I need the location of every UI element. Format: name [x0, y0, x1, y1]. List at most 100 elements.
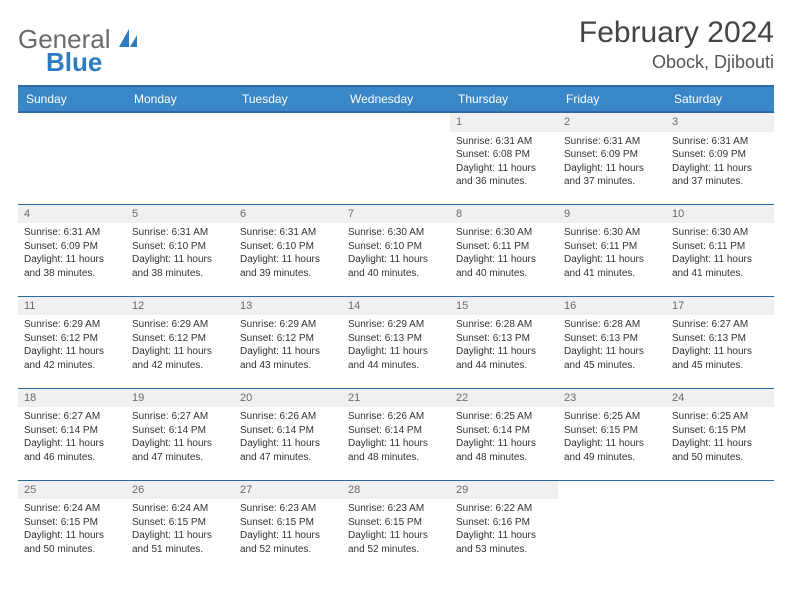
logo-word-blue: Blue [18, 47, 102, 78]
sunset-text: Sunset: 6:10 PM [348, 240, 444, 254]
calendar-day-cell: 29Sunrise: 6:22 AMSunset: 6:16 PMDayligh… [450, 480, 558, 572]
calendar-week-row: 11Sunrise: 6:29 AMSunset: 6:12 PMDayligh… [18, 296, 774, 388]
day-number: 19 [126, 389, 234, 408]
daylight-text: Daylight: 11 hours and 44 minutes. [456, 345, 552, 372]
sunset-text: Sunset: 6:15 PM [132, 516, 228, 530]
sunrise-text: Sunrise: 6:29 AM [132, 318, 228, 332]
daylight-text: Daylight: 11 hours and 44 minutes. [348, 345, 444, 372]
day-header: Wednesday [342, 86, 450, 112]
sunrise-text: Sunrise: 6:30 AM [456, 226, 552, 240]
calendar-body: 1Sunrise: 6:31 AMSunset: 6:08 PMDaylight… [18, 112, 774, 572]
calendar-day-cell: 7Sunrise: 6:30 AMSunset: 6:10 PMDaylight… [342, 204, 450, 296]
day-number: 23 [558, 389, 666, 408]
day-number: 14 [342, 297, 450, 316]
sunrise-text: Sunrise: 6:24 AM [24, 502, 120, 516]
daylight-text: Daylight: 11 hours and 52 minutes. [348, 529, 444, 556]
day-number: 15 [450, 297, 558, 316]
day-details: Sunrise: 6:30 AMSunset: 6:11 PMDaylight:… [666, 223, 774, 284]
day-number: 11 [18, 297, 126, 316]
day-number: 21 [342, 389, 450, 408]
day-number: 24 [666, 389, 774, 408]
day-details: Sunrise: 6:26 AMSunset: 6:14 PMDaylight:… [234, 407, 342, 468]
day-number: 28 [342, 481, 450, 500]
calendar-day-cell: 19Sunrise: 6:27 AMSunset: 6:14 PMDayligh… [126, 388, 234, 480]
day-details: Sunrise: 6:29 AMSunset: 6:12 PMDaylight:… [18, 315, 126, 376]
day-header: Sunday [18, 86, 126, 112]
calendar-day-cell: 20Sunrise: 6:26 AMSunset: 6:14 PMDayligh… [234, 388, 342, 480]
calendar-day-cell: 8Sunrise: 6:30 AMSunset: 6:11 PMDaylight… [450, 204, 558, 296]
daylight-text: Daylight: 11 hours and 51 minutes. [132, 529, 228, 556]
day-number: 10 [666, 205, 774, 224]
day-details: Sunrise: 6:29 AMSunset: 6:13 PMDaylight:… [342, 315, 450, 376]
sunrise-text: Sunrise: 6:27 AM [24, 410, 120, 424]
calendar-day-cell [126, 112, 234, 204]
calendar-header-row: SundayMondayTuesdayWednesdayThursdayFrid… [18, 86, 774, 112]
month-title: February 2024 [579, 16, 774, 50]
sunset-text: Sunset: 6:09 PM [564, 148, 660, 162]
day-number: 27 [234, 481, 342, 500]
calendar-day-cell: 4Sunrise: 6:31 AMSunset: 6:09 PMDaylight… [18, 204, 126, 296]
day-details: Sunrise: 6:27 AMSunset: 6:13 PMDaylight:… [666, 315, 774, 376]
calendar-day-cell: 3Sunrise: 6:31 AMSunset: 6:09 PMDaylight… [666, 112, 774, 204]
day-details: Sunrise: 6:27 AMSunset: 6:14 PMDaylight:… [126, 407, 234, 468]
calendar-day-cell: 14Sunrise: 6:29 AMSunset: 6:13 PMDayligh… [342, 296, 450, 388]
sunrise-text: Sunrise: 6:23 AM [240, 502, 336, 516]
daylight-text: Daylight: 11 hours and 45 minutes. [564, 345, 660, 372]
daylight-text: Daylight: 11 hours and 42 minutes. [24, 345, 120, 372]
sunset-text: Sunset: 6:11 PM [564, 240, 660, 254]
day-details: Sunrise: 6:31 AMSunset: 6:09 PMDaylight:… [18, 223, 126, 284]
day-details: Sunrise: 6:29 AMSunset: 6:12 PMDaylight:… [234, 315, 342, 376]
day-number: 12 [126, 297, 234, 316]
day-number: 29 [450, 481, 558, 500]
day-header: Thursday [450, 86, 558, 112]
day-number: 5 [126, 205, 234, 224]
day-details: Sunrise: 6:26 AMSunset: 6:14 PMDaylight:… [342, 407, 450, 468]
logo-sail-icon [117, 27, 139, 54]
sunrise-text: Sunrise: 6:31 AM [240, 226, 336, 240]
daylight-text: Daylight: 11 hours and 43 minutes. [240, 345, 336, 372]
sunset-text: Sunset: 6:14 PM [456, 424, 552, 438]
day-details: Sunrise: 6:30 AMSunset: 6:11 PMDaylight:… [450, 223, 558, 284]
daylight-text: Daylight: 11 hours and 38 minutes. [24, 253, 120, 280]
calendar-day-cell: 9Sunrise: 6:30 AMSunset: 6:11 PMDaylight… [558, 204, 666, 296]
sunset-text: Sunset: 6:11 PM [456, 240, 552, 254]
day-details: Sunrise: 6:31 AMSunset: 6:10 PMDaylight:… [126, 223, 234, 284]
calendar-day-cell: 10Sunrise: 6:30 AMSunset: 6:11 PMDayligh… [666, 204, 774, 296]
sunrise-text: Sunrise: 6:30 AM [564, 226, 660, 240]
day-number: 17 [666, 297, 774, 316]
calendar-day-cell: 11Sunrise: 6:29 AMSunset: 6:12 PMDayligh… [18, 296, 126, 388]
day-header: Saturday [666, 86, 774, 112]
day-number: 7 [342, 205, 450, 224]
calendar-day-cell: 15Sunrise: 6:28 AMSunset: 6:13 PMDayligh… [450, 296, 558, 388]
daylight-text: Daylight: 11 hours and 40 minutes. [348, 253, 444, 280]
day-details: Sunrise: 6:31 AMSunset: 6:10 PMDaylight:… [234, 223, 342, 284]
sunrise-text: Sunrise: 6:23 AM [348, 502, 444, 516]
daylight-text: Daylight: 11 hours and 45 minutes. [672, 345, 768, 372]
daylight-text: Daylight: 11 hours and 53 minutes. [456, 529, 552, 556]
calendar-day-cell [18, 112, 126, 204]
daylight-text: Daylight: 11 hours and 36 minutes. [456, 162, 552, 189]
sunrise-text: Sunrise: 6:30 AM [672, 226, 768, 240]
day-details: Sunrise: 6:29 AMSunset: 6:12 PMDaylight:… [126, 315, 234, 376]
calendar-day-cell: 6Sunrise: 6:31 AMSunset: 6:10 PMDaylight… [234, 204, 342, 296]
daylight-text: Daylight: 11 hours and 52 minutes. [240, 529, 336, 556]
day-header: Monday [126, 86, 234, 112]
sunset-text: Sunset: 6:08 PM [456, 148, 552, 162]
daylight-text: Daylight: 11 hours and 48 minutes. [348, 437, 444, 464]
calendar-day-cell: 21Sunrise: 6:26 AMSunset: 6:14 PMDayligh… [342, 388, 450, 480]
daylight-text: Daylight: 11 hours and 41 minutes. [672, 253, 768, 280]
daylight-text: Daylight: 11 hours and 37 minutes. [564, 162, 660, 189]
day-number: 6 [234, 205, 342, 224]
daylight-text: Daylight: 11 hours and 49 minutes. [564, 437, 660, 464]
calendar-day-cell: 25Sunrise: 6:24 AMSunset: 6:15 PMDayligh… [18, 480, 126, 572]
calendar-week-row: 4Sunrise: 6:31 AMSunset: 6:09 PMDaylight… [18, 204, 774, 296]
sunrise-text: Sunrise: 6:26 AM [348, 410, 444, 424]
daylight-text: Daylight: 11 hours and 40 minutes. [456, 253, 552, 280]
daylight-text: Daylight: 11 hours and 48 minutes. [456, 437, 552, 464]
sunrise-text: Sunrise: 6:31 AM [24, 226, 120, 240]
day-details: Sunrise: 6:28 AMSunset: 6:13 PMDaylight:… [450, 315, 558, 376]
sunrise-text: Sunrise: 6:31 AM [564, 135, 660, 149]
sunrise-text: Sunrise: 6:27 AM [132, 410, 228, 424]
sunrise-text: Sunrise: 6:24 AM [132, 502, 228, 516]
calendar-day-cell: 2Sunrise: 6:31 AMSunset: 6:09 PMDaylight… [558, 112, 666, 204]
